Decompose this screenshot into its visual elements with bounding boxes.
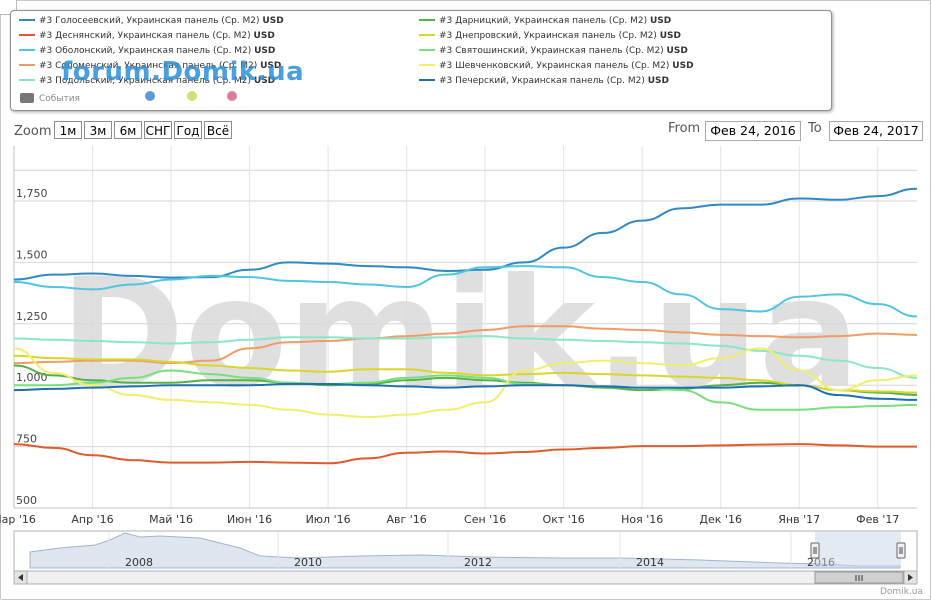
event-dot-yellow[interactable]	[187, 91, 197, 101]
x-tick-label: Янв '17	[778, 513, 820, 526]
legend-label: #3 Дарницкий, Украинская панель (Ср. М2)	[439, 16, 650, 26]
y-tick-label: 1,250	[16, 310, 48, 323]
x-tick-label: Фев '17	[856, 513, 899, 526]
legend-currency: USD	[647, 76, 669, 86]
legend-item[interactable]: #3 Соломенский, Украинская панель (Ср. М…	[19, 60, 281, 73]
series-line	[13, 335, 918, 379]
zoom-year-button[interactable]: Год	[174, 121, 202, 139]
legend-swatch	[19, 48, 35, 51]
navigator-handle[interactable]	[810, 542, 820, 559]
zoom-ytd-button[interactable]: СНГ	[144, 121, 172, 139]
range-from-label: From	[668, 121, 701, 136]
x-tick-label: Окт '16	[543, 513, 585, 526]
legend-swatch	[419, 63, 435, 66]
legend-currency: USD	[666, 46, 688, 56]
x-tick-label: Сен '16	[464, 513, 506, 526]
series-line	[13, 265, 918, 318]
legend-swatch	[419, 33, 435, 36]
legend-swatch	[419, 18, 435, 21]
navigator-year-label: 2008	[125, 556, 153, 569]
legend-swatch	[19, 18, 35, 21]
legend-label: #3 Деснянский, Украинская панель (Ср. М2…	[39, 31, 254, 41]
events-label: События	[39, 94, 80, 104]
legend-item[interactable]: #3 Печерский, Украинская панель (Ср. М2)…	[419, 75, 669, 88]
arrow-right-icon	[908, 574, 913, 581]
y-tick-label: 1,750	[16, 187, 48, 200]
legend-label: #3 Шевченковский, Украинская панель (Ср.…	[439, 61, 673, 71]
legend-swatch	[19, 63, 35, 66]
x-tick-label: Авг '16	[386, 513, 426, 526]
legend-item[interactable]: #3 Днепровский, Украинская панель (Ср. М…	[419, 30, 681, 43]
navigator-selection	[815, 531, 901, 567]
legend-item[interactable]: #3 Святошинский, Украинская панель (Ср. …	[419, 45, 688, 58]
x-tick-label: Ноя '16	[621, 513, 663, 526]
legend-label: #3 Голосеевский, Украинская панель (Ср. …	[39, 16, 263, 26]
legend-swatch	[19, 78, 35, 81]
credit-link[interactable]: Domik.ua	[880, 587, 923, 597]
zoom-3m-button[interactable]: 3м	[84, 121, 112, 139]
legend-swatch	[419, 48, 435, 51]
watermark-small: forum.Domik.ua	[61, 57, 305, 87]
legend-label: #3 Оболонский, Украинская панель (Ср. М2…	[39, 46, 255, 56]
legend-currency: USD	[672, 61, 694, 71]
zoom-6m-button[interactable]: 6м	[114, 121, 142, 139]
navigator-year-label: 2010	[294, 556, 322, 569]
x-tick-label: Май '16	[149, 513, 193, 526]
events-icon	[20, 92, 34, 103]
legend-currency: USD	[650, 16, 672, 26]
legend-label: #3 Печерский, Украинская панель (Ср. М2)	[439, 76, 648, 86]
navigator-handle[interactable]	[896, 542, 906, 559]
x-tick-label: Июл '16	[306, 513, 351, 526]
legend-item[interactable]: #3 Дарницкий, Украинская панель (Ср. М2)…	[419, 15, 671, 28]
navigator-year-label: 2014	[636, 556, 664, 569]
legend-label: #3 Днепровский, Украинская панель (Ср. М…	[439, 31, 660, 41]
zoom-all-button[interactable]: Всё	[204, 121, 232, 139]
series-line	[13, 325, 918, 365]
legend-label: #3 Подольский, Украинская панель (Ср. М2…	[39, 76, 254, 86]
event-dot-blue[interactable]	[145, 91, 155, 101]
navigator-year-label: 2012	[464, 556, 492, 569]
legend-currency: USD	[253, 31, 275, 41]
y-tick-label: 750	[16, 433, 37, 446]
legend-currency: USD	[262, 16, 284, 26]
y-tick-label: 1,000	[16, 371, 48, 384]
events-toggle[interactable]: События	[20, 92, 80, 105]
x-tick-label: Дек '16	[699, 513, 742, 526]
legend-swatch	[19, 33, 35, 36]
range-from-input[interactable]: Фев 24, 2016	[705, 121, 801, 141]
legend-currency: USD	[253, 76, 276, 86]
y-tick-label: 1,500	[16, 248, 48, 261]
x-tick-label: Мар '16	[0, 513, 36, 526]
zoom-1m-button[interactable]: 1м	[54, 121, 82, 139]
legend-currency: USD	[254, 46, 276, 56]
x-tick-label: Апр '16	[71, 513, 113, 526]
legend-item[interactable]: #3 Деснянский, Украинская панель (Ср. М2…	[19, 30, 275, 43]
zoom-label: Zoom	[14, 124, 52, 139]
series-line	[13, 354, 918, 394]
legend-swatch	[419, 78, 435, 81]
legend-item[interactable]: #3 Оболонский, Украинская панель (Ср. М2…	[19, 45, 275, 58]
series-line	[13, 382, 918, 401]
legend-currency: USD	[659, 31, 681, 41]
series-line	[13, 364, 918, 397]
x-tick-label: Июн '16	[227, 513, 272, 526]
range-to-label: To	[808, 121, 822, 136]
legend-item[interactable]: #3 Шевченковский, Украинская панель (Ср.…	[419, 60, 694, 73]
event-dot-pink[interactable]	[227, 91, 237, 101]
series-line	[13, 347, 918, 419]
range-to-input[interactable]: Фев 24, 2017	[829, 121, 923, 141]
series-line	[14, 369, 918, 411]
legend-currency: USD	[260, 61, 282, 71]
legend: #3 Голосеевский, Украинская панель (Ср. …	[10, 10, 832, 111]
legend-item[interactable]: #3 Подольский, Украинская панель (Ср. М2…	[19, 75, 275, 88]
series-line	[13, 443, 917, 465]
arrow-left-icon	[18, 574, 23, 581]
scrollbar-track[interactable]	[13, 570, 918, 585]
legend-label: #3 Соломенский, Украинская панель (Ср. М…	[39, 61, 261, 71]
y-tick-label: 500	[16, 494, 37, 507]
legend-item[interactable]: #3 Голосеевский, Украинская панель (Ср. …	[19, 15, 284, 28]
legend-label: #3 Святошинский, Украинская панель (Ср. …	[439, 46, 667, 56]
